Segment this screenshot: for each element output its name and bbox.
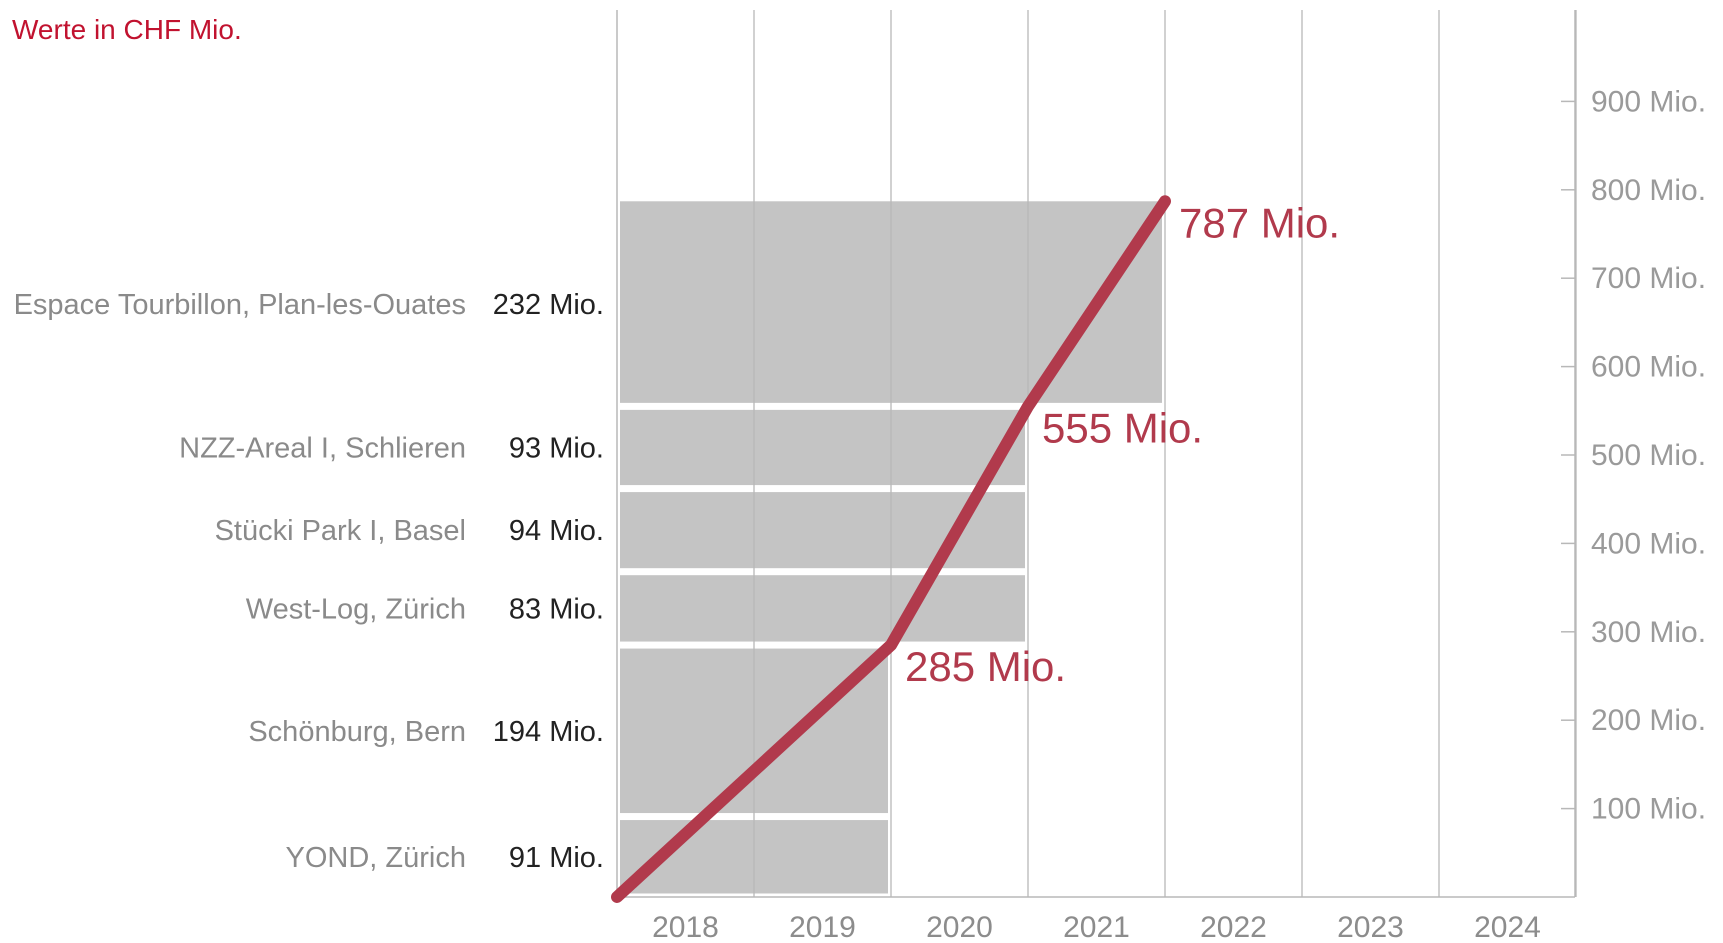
bar-category-label: Schönburg, Bern (248, 716, 466, 748)
y-tick-label: 600 Mio. (1591, 351, 1706, 384)
cumulative-point-label: 285 Mio. (905, 643, 1066, 690)
bar-value-label: 83 Mio. (509, 593, 604, 625)
bar-value-label: 194 Mio. (493, 716, 604, 748)
y-tick-label: 900 Mio. (1591, 85, 1706, 118)
y-tick-label: 300 Mio. (1591, 616, 1706, 649)
x-tick-label: 2020 (926, 911, 993, 943)
grid-layer (616, 10, 1577, 898)
y-tick-label: 400 Mio. (1591, 527, 1706, 560)
bar-value-label: 232 Mio. (493, 289, 604, 321)
x-tick-label: 2021 (1063, 911, 1130, 943)
unit-note: Werte in CHF Mio. (12, 14, 242, 45)
x-tick-label: 2023 (1337, 911, 1404, 943)
bar-4 (620, 492, 1025, 569)
bars-layer (620, 201, 1162, 894)
bar-value-label: 93 Mio. (509, 432, 604, 464)
cumulative-point-label: 555 Mio. (1042, 404, 1203, 451)
y-tick-label: 100 Mio. (1591, 793, 1706, 826)
bar-category-label: YOND, Zürich (286, 842, 466, 874)
x-tick-label: 2022 (1200, 911, 1267, 943)
y-tick-label: 700 Mio. (1591, 262, 1706, 295)
cumulative-line (611, 195, 1171, 903)
x-tick-label: 2018 (652, 911, 719, 943)
bar-category-label: NZZ-Areal I, Schlieren (179, 432, 466, 464)
y-tick-label: 500 Mio. (1591, 439, 1706, 472)
y-tick-label: 200 Mio. (1591, 704, 1706, 737)
bar-value-label: 91 Mio. (509, 842, 604, 874)
cumulative-point-label: 787 Mio. (1179, 199, 1340, 246)
x-tick-label: 2024 (1474, 911, 1541, 943)
bar-category-label: Stücki Park I, Basel (215, 515, 466, 547)
bar-3 (620, 575, 1025, 642)
y-tick-label: 800 Mio. (1591, 174, 1706, 207)
bar-value-label: 94 Mio. (509, 515, 604, 547)
line-layer (611, 195, 1171, 903)
bar-category-label: West-Log, Zürich (246, 593, 466, 625)
bar-category-label: Espace Tourbillon, Plan-les-Ouates (14, 289, 466, 321)
x-tick-label: 2019 (789, 911, 856, 943)
labels-layer: YOND, Zürich 91 Mio. Schönburg, Bern 194 Mi… (14, 85, 1707, 943)
bar-5 (620, 409, 1025, 486)
